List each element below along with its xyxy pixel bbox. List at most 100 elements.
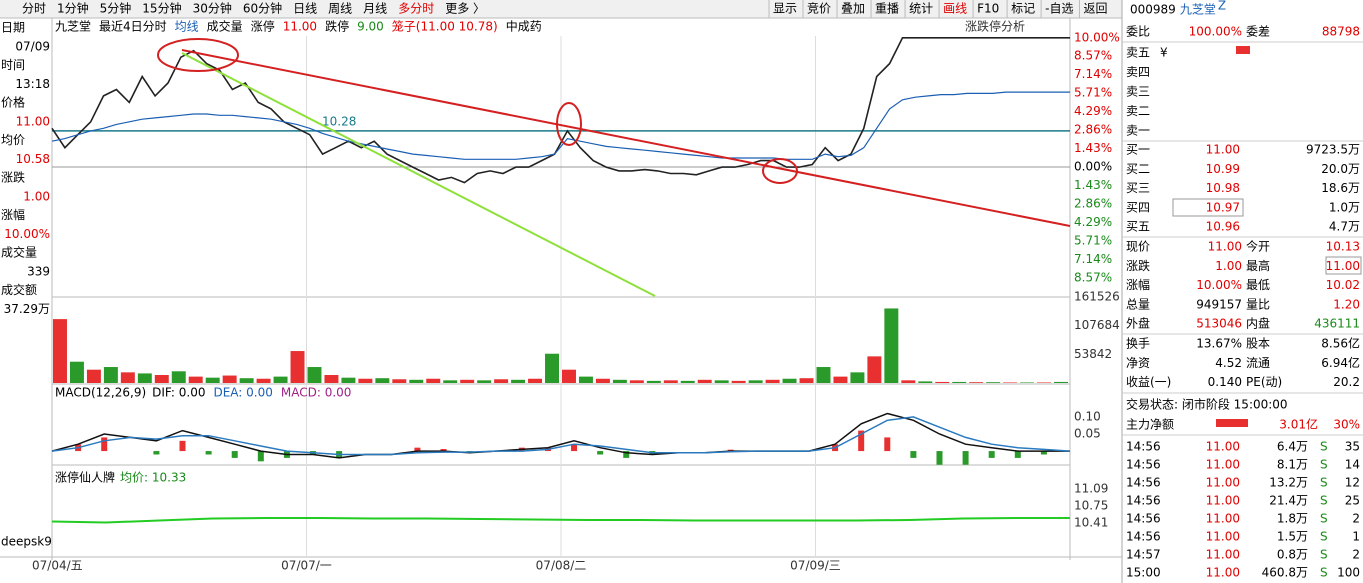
- toolbar-tab[interactable]: 多分时: [398, 2, 434, 16]
- toolbar-bg: [0, 0, 1122, 18]
- volume-bar: [595, 378, 610, 383]
- volume-bar: [460, 379, 475, 383]
- toolbar-button[interactable]: -自选: [1045, 2, 1073, 16]
- macd-bar: [936, 451, 943, 465]
- volume-bar: [494, 379, 509, 383]
- volume-bar: [748, 380, 763, 383]
- sell-label: 卖五: [1126, 46, 1150, 60]
- chart-header-item: 9.00: [357, 20, 384, 34]
- info-value: 10.00%: [4, 227, 50, 241]
- stat-label: 今开: [1246, 239, 1270, 254]
- indicator-name: deepsk9: [1, 535, 52, 549]
- trade-cell: 14:56: [1126, 494, 1161, 508]
- info-value: 07/09: [15, 40, 50, 54]
- macd-bar: [153, 451, 160, 455]
- volume-bar: [833, 376, 848, 383]
- stat-value: 11.00: [1208, 240, 1242, 254]
- input-box: [1172, 198, 1244, 217]
- volume-bar: [392, 379, 407, 383]
- macd-bar: [1040, 451, 1047, 455]
- analysis-button[interactable]: 涨跌停分析: [965, 19, 1025, 34]
- y-tick-label: 4.29%: [1074, 104, 1112, 118]
- toolbar-button[interactable]: 竞价: [807, 2, 831, 16]
- toolbar-button[interactable]: 叠加: [841, 2, 865, 16]
- toolbar-button[interactable]: 返回: [1083, 2, 1107, 16]
- stat-value: 11.00: [1326, 259, 1360, 273]
- toolbar-tab[interactable]: 日线: [293, 2, 317, 16]
- info-label: 成交额: [1, 282, 37, 297]
- trade-cell: 35: [1345, 440, 1360, 454]
- y-tick-label: 161526: [1074, 290, 1120, 304]
- toolbar-button[interactable]: F10: [977, 2, 999, 16]
- chart-header-item: 九芝堂: [55, 19, 91, 34]
- stat-value: 513046: [1196, 317, 1242, 331]
- volume-bar: [171, 371, 186, 383]
- buy-volume: 9723.5万: [1306, 143, 1360, 157]
- info-label: 涨幅: [1, 207, 25, 222]
- volume-bar: [545, 353, 559, 383]
- stat-label: 最低: [1246, 278, 1270, 292]
- toolbar-button[interactable]: 统计: [909, 2, 933, 16]
- stat-label: 涨幅: [1126, 277, 1150, 292]
- volume-bar: [884, 308, 899, 383]
- macd-bar: [179, 440, 186, 452]
- toolbar-tab[interactable]: 30分钟: [193, 1, 232, 16]
- info-value: 37.29万: [4, 302, 50, 316]
- buy-label: 买三: [1126, 181, 1150, 195]
- toolbar-tab[interactable]: 周线: [328, 2, 352, 16]
- volume-bar: [426, 378, 441, 383]
- toolbar-tab[interactable]: 月线: [363, 2, 387, 16]
- volume-bar: [103, 367, 118, 383]
- line-series: [51, 91, 1070, 160]
- toolbar-tab[interactable]: 60分钟: [243, 1, 282, 16]
- drawings: [157, 38, 1071, 297]
- trade-cell: S: [1320, 530, 1328, 544]
- toolbar-tab[interactable]: 1分钟: [57, 1, 89, 16]
- highlight-circle: [556, 102, 582, 146]
- stat-value: 436111: [1314, 317, 1360, 331]
- stat-value: 20.2: [1333, 375, 1360, 389]
- toolbar-tab[interactable]: 分时: [22, 2, 46, 16]
- info-value: 10.58: [16, 152, 50, 166]
- quote-value: 100.00%: [1189, 25, 1242, 39]
- flow-percent: 30%: [1333, 418, 1360, 432]
- line-series: [51, 517, 1070, 524]
- sell-label: 卖一: [1126, 124, 1150, 138]
- y-tick-label: 0.10: [1074, 409, 1101, 423]
- buy-price: 11.00: [1206, 143, 1240, 157]
- toolbar-tab[interactable]: 5分钟: [100, 1, 132, 16]
- y-tick-label: 7.14%: [1074, 67, 1112, 81]
- stat-value: 4.52: [1215, 356, 1242, 370]
- macd-bar: [414, 447, 421, 452]
- volume-bar: [154, 375, 169, 383]
- trade-cell: 11.00: [1206, 548, 1240, 562]
- toolbar-tab[interactable]: 更多 〉: [445, 2, 485, 16]
- macd-bar: [571, 444, 578, 452]
- trade-cell: 11.00: [1206, 494, 1240, 508]
- toolbar-button[interactable]: 画线: [943, 2, 967, 16]
- toolbar-button[interactable]: 重播: [875, 2, 899, 16]
- volume-bar: [341, 377, 356, 383]
- trade-cell: 1: [1352, 530, 1360, 544]
- sell-label: 卖三: [1126, 85, 1150, 99]
- toolbar-button[interactable]: 显示: [773, 2, 797, 16]
- volume-bar: [629, 380, 644, 383]
- buy-price: 10.96: [1206, 220, 1240, 234]
- toolbar-button[interactable]: 标记: [1011, 2, 1035, 16]
- flow-bar: [1216, 419, 1248, 427]
- trade-cell: 14:56: [1126, 476, 1161, 490]
- x-tick-label: 07/09/三: [790, 559, 841, 573]
- buy-label: 买四: [1126, 200, 1150, 214]
- stat-value: 0.140: [1208, 375, 1242, 389]
- macd-bar: [623, 451, 630, 458]
- trade-cell: 11.00: [1206, 512, 1240, 526]
- toolbar-tab[interactable]: 15分钟: [142, 1, 181, 16]
- volume-bar: [86, 369, 101, 383]
- sell-label: 卖四: [1126, 65, 1150, 79]
- buy-volume: 1.0万: [1329, 200, 1360, 214]
- x-tick-label: 07/04/五: [32, 559, 83, 573]
- info-value: 11.00: [16, 115, 50, 129]
- volume-bar: [867, 356, 882, 383]
- volume-bar: [935, 381, 950, 383]
